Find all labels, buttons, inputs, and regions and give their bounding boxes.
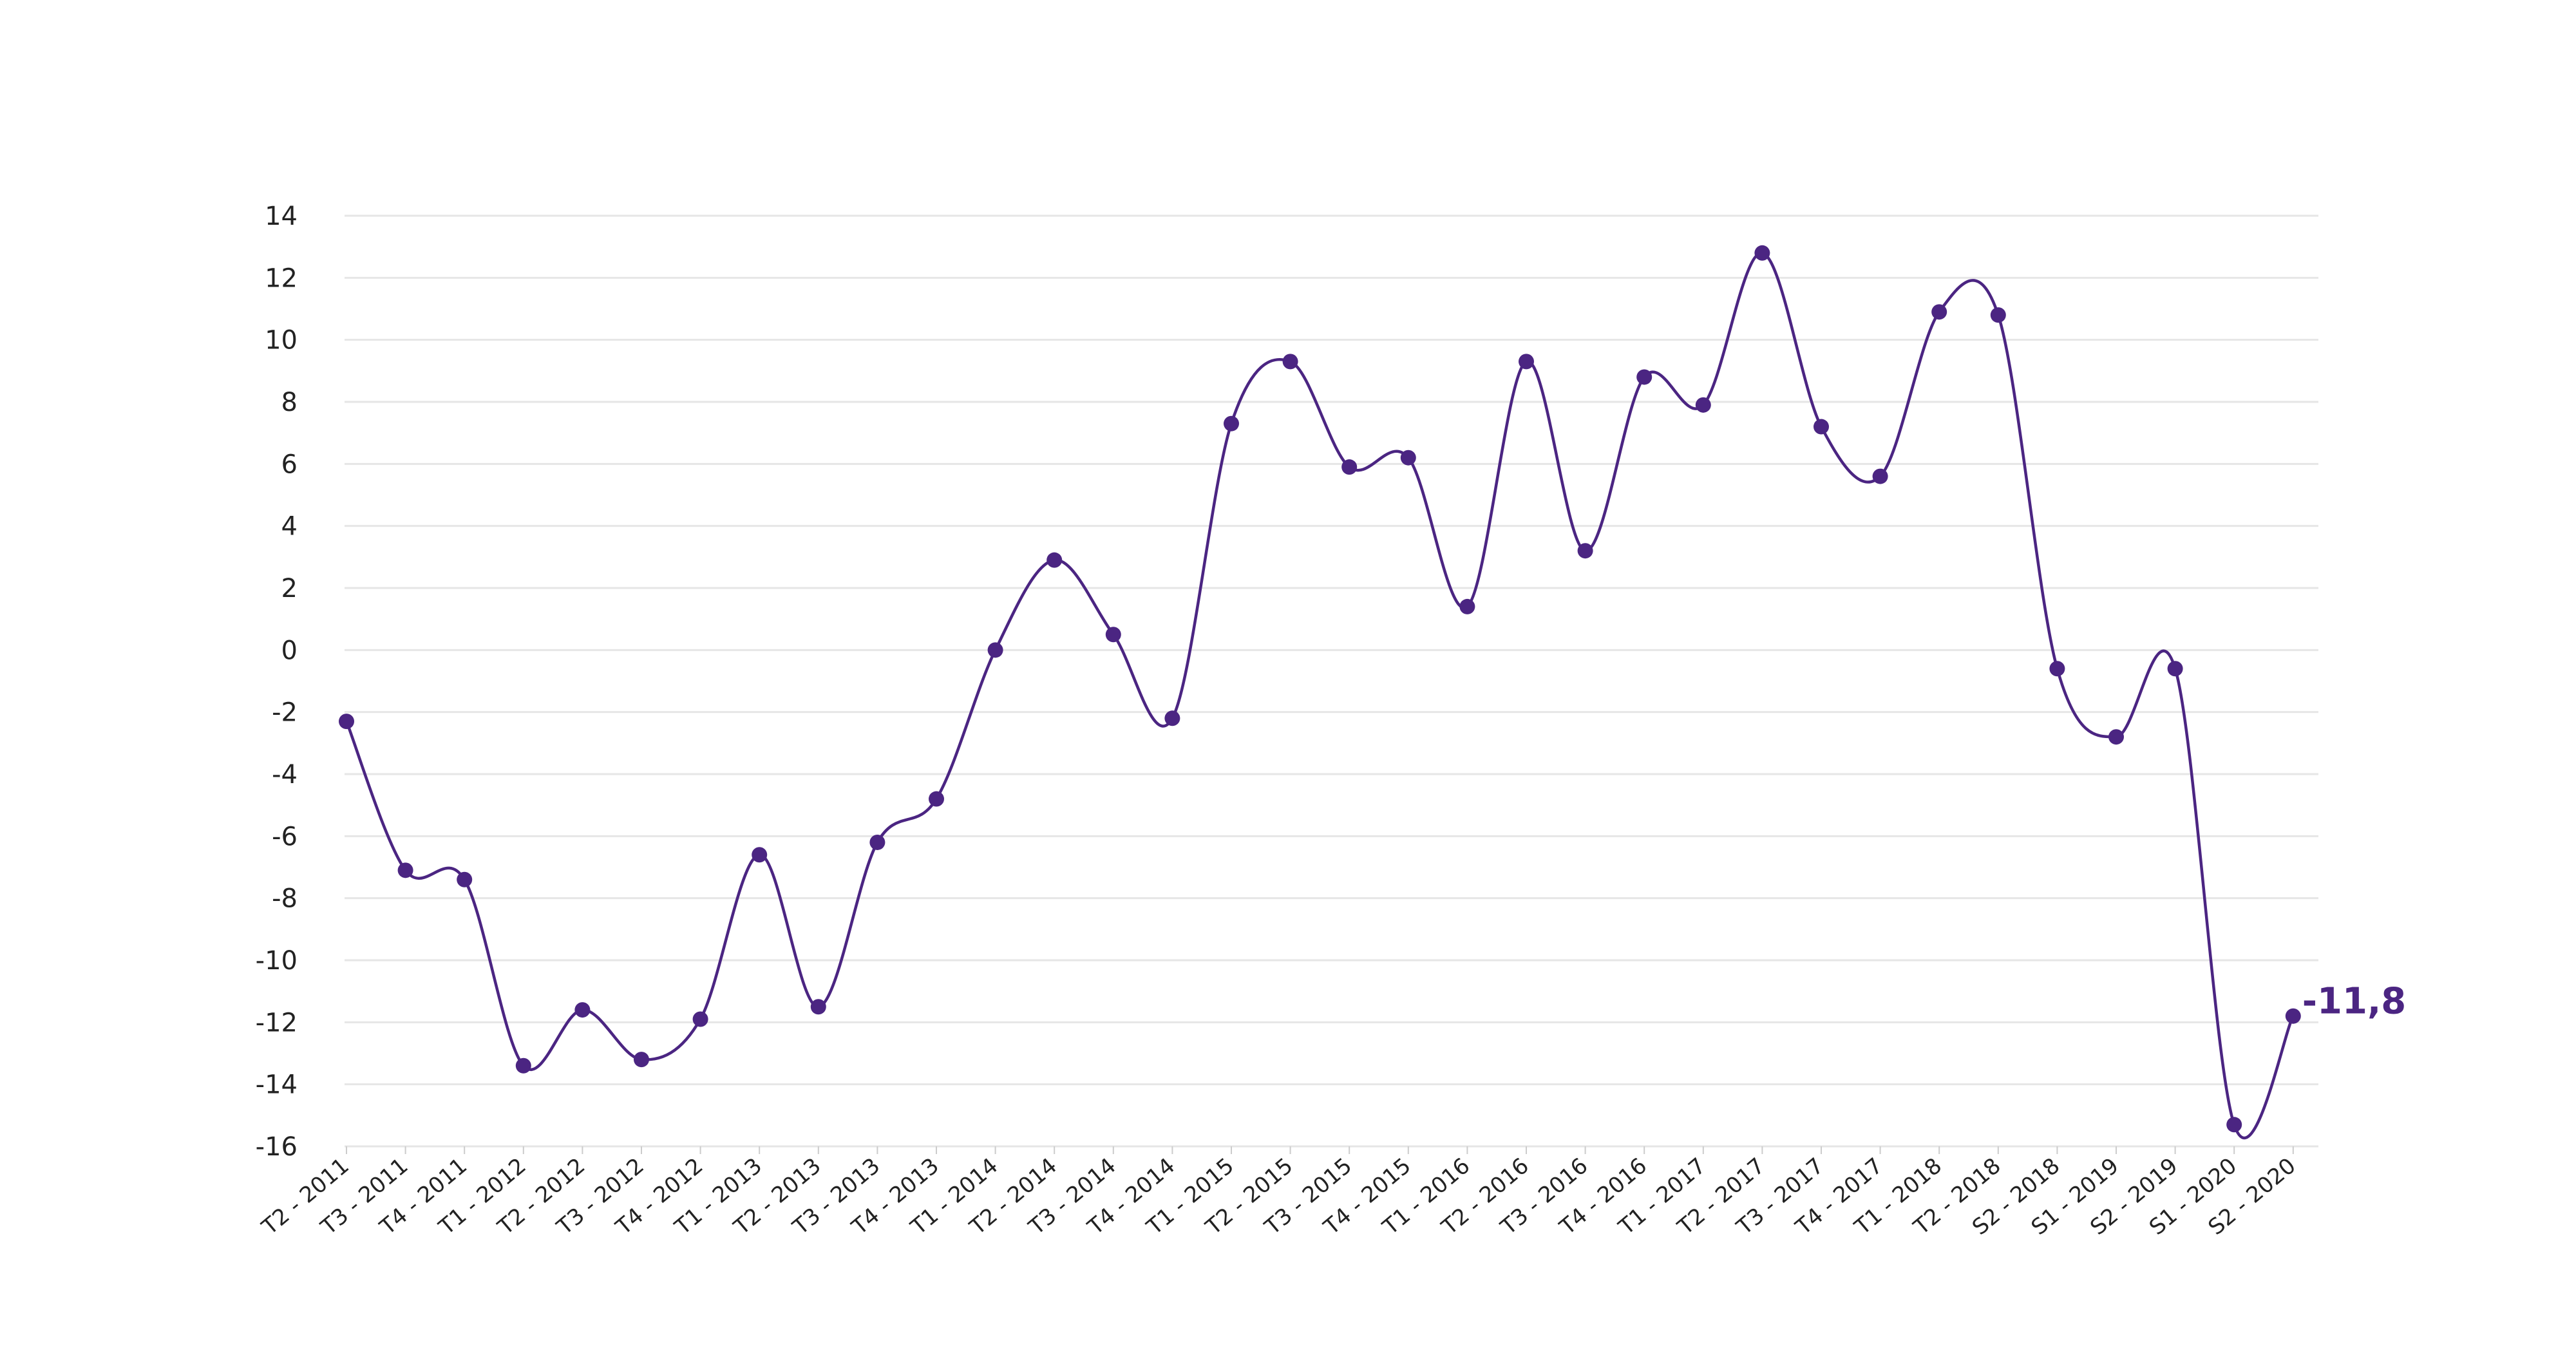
data-point: [987, 642, 1003, 658]
data-point: [2226, 1117, 2242, 1133]
data-points: [339, 245, 2301, 1133]
data-point: [2049, 661, 2065, 677]
data-point: [692, 1011, 708, 1027]
end-value-label: -11,8: [2302, 981, 2406, 1023]
y-tick-label: 6: [281, 450, 298, 479]
data-point: [1105, 627, 1121, 643]
y-tick-label: -10: [256, 946, 298, 976]
data-point: [1224, 415, 1239, 431]
y-tick-label: -12: [256, 1008, 298, 1038]
data-point: [1695, 397, 1711, 413]
data-point: [929, 791, 944, 807]
data-point: [810, 999, 826, 1015]
data-point: [574, 1002, 591, 1018]
series-layer: [345, 251, 2295, 1140]
y-tick-label: 8: [281, 388, 298, 417]
data-point: [2285, 1008, 2301, 1024]
data-point: [1046, 552, 1063, 568]
data-point: [752, 847, 768, 863]
grid-lines: [345, 214, 2318, 1148]
y-tick-label: 10: [265, 326, 298, 355]
y-tick-label: -2: [272, 698, 298, 728]
data-point: [397, 862, 413, 878]
data-point: [339, 714, 354, 730]
data-point: [2167, 661, 2183, 677]
data-point: [1577, 543, 1593, 559]
data-point: [869, 834, 886, 850]
data-point: [2108, 729, 2124, 745]
y-tick-label: 14: [265, 202, 298, 231]
annotations: -11,8: [2302, 981, 2406, 1023]
data-point: [1400, 450, 1416, 466]
data-point: [457, 871, 473, 887]
data-point: [1872, 468, 1888, 484]
data-point: [1519, 354, 1534, 370]
y-tick-label: 2: [281, 574, 298, 603]
series-line: [345, 251, 2295, 1140]
data-point: [1636, 369, 1653, 385]
y-tick-label: 12: [265, 263, 298, 293]
y-tick-label: 0: [281, 636, 298, 665]
y-tick-label: 4: [281, 512, 298, 542]
data-point: [1931, 304, 1947, 320]
data-point: [1814, 419, 1829, 435]
data-point: [1754, 245, 1770, 261]
y-tick-label: -16: [256, 1132, 298, 1162]
data-point: [1164, 710, 1180, 726]
y-tick-label: -14: [256, 1070, 298, 1100]
data-point: [1459, 598, 1475, 614]
data-point: [515, 1057, 531, 1074]
y-tick-label: -4: [272, 760, 298, 790]
y-tick-label: -8: [272, 884, 298, 914]
data-point: [1990, 307, 2006, 323]
y-axis-ticks: 14 12 10 8 6 4 2 0 -2 -4 -6 -8 -10 -12 -14 -16: [256, 202, 298, 1162]
data-point: [1282, 354, 1298, 370]
y-tick-label: -6: [272, 822, 298, 851]
data-point: [1341, 459, 1358, 475]
data-point: [634, 1052, 649, 1068]
